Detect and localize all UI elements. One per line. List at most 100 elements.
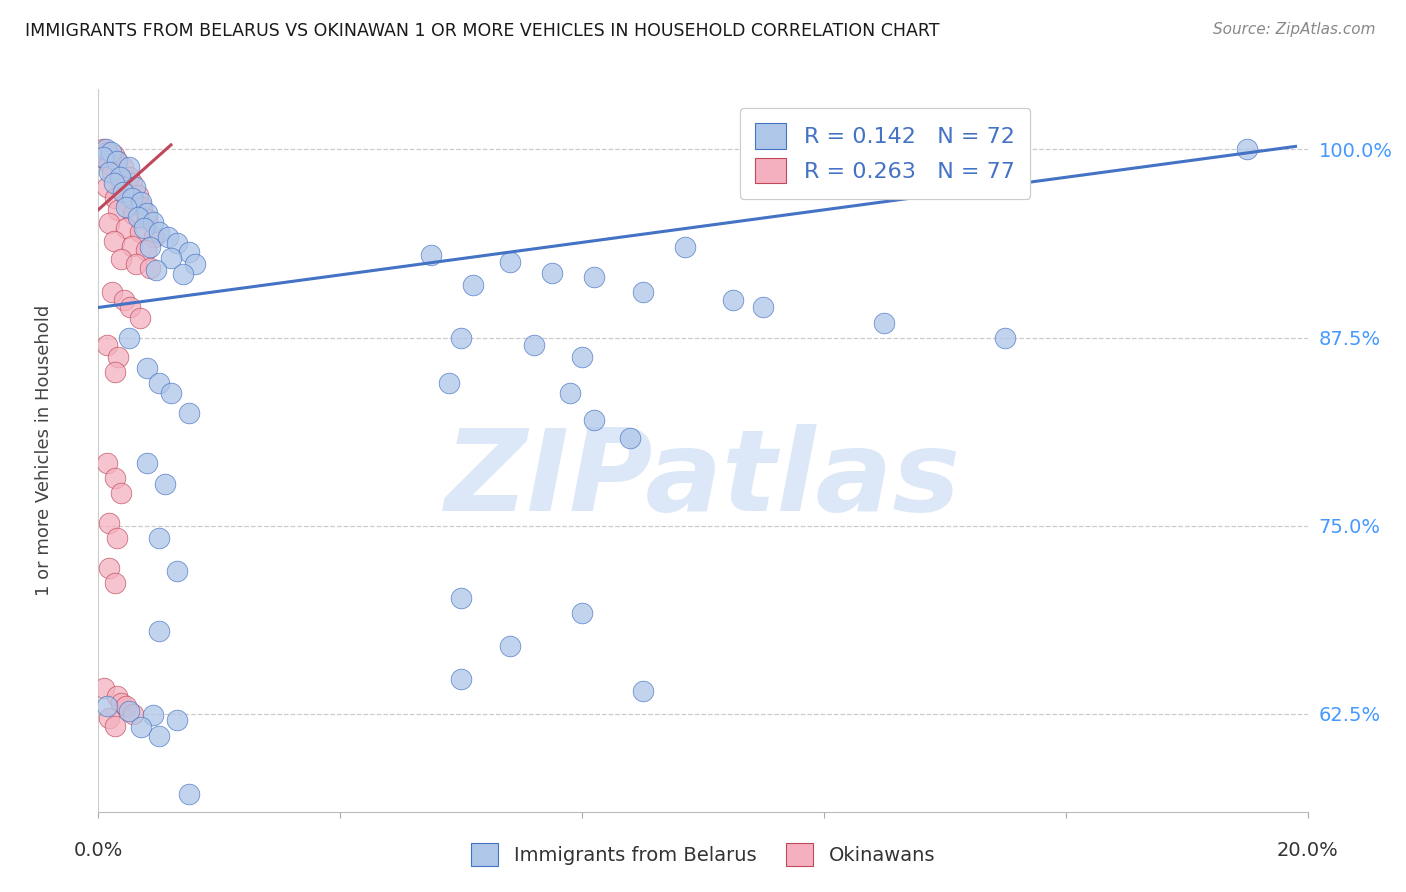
- Point: [723, 293, 745, 307]
- Point: [104, 470, 127, 484]
- Point: [148, 531, 170, 545]
- Text: IMMIGRANTS FROM BELARUS VS OKINAWAN 1 OR MORE VEHICLES IN HOUSEHOLD CORRELATION : IMMIGRANTS FROM BELARUS VS OKINAWAN 1 OR…: [25, 22, 939, 40]
- Point: [100, 165, 122, 179]
- Point: [105, 531, 128, 545]
- Point: [112, 185, 135, 199]
- Point: [135, 211, 157, 226]
- Point: [110, 697, 132, 711]
- Point: [125, 257, 148, 271]
- Point: [450, 591, 472, 605]
- Point: [135, 244, 157, 258]
- Point: [103, 234, 125, 248]
- Point: [91, 150, 114, 164]
- Point: [114, 200, 136, 214]
- Point: [148, 376, 170, 390]
- Point: [131, 200, 153, 214]
- Point: [160, 386, 183, 401]
- Point: [118, 704, 141, 718]
- Point: [135, 360, 157, 375]
- Point: [111, 161, 134, 175]
- Point: [112, 293, 135, 307]
- Point: [105, 689, 128, 703]
- Point: [179, 406, 201, 420]
- Point: [111, 185, 134, 199]
- Point: [619, 432, 641, 446]
- Point: [142, 708, 165, 723]
- Point: [153, 476, 176, 491]
- Point: [127, 210, 149, 224]
- Point: [94, 143, 117, 157]
- Point: [121, 191, 143, 205]
- Point: [104, 719, 127, 733]
- Point: [139, 240, 162, 254]
- Text: ZIPatlas: ZIPatlas: [444, 424, 962, 535]
- Point: [114, 699, 136, 714]
- Point: [96, 180, 118, 194]
- Point: [98, 165, 121, 179]
- Point: [498, 255, 520, 269]
- Point: [437, 376, 460, 390]
- Point: [631, 285, 654, 300]
- Point: [139, 261, 162, 276]
- Point: [583, 270, 606, 285]
- Point: [583, 413, 606, 427]
- Point: [179, 787, 201, 801]
- Point: [104, 191, 127, 205]
- Point: [148, 730, 170, 744]
- Point: [172, 268, 194, 282]
- Point: [93, 681, 115, 696]
- Point: [571, 606, 593, 620]
- Point: [122, 706, 145, 721]
- Point: [91, 143, 114, 157]
- Point: [114, 220, 136, 235]
- Text: 0.0%: 0.0%: [73, 840, 124, 860]
- Point: [179, 244, 201, 259]
- Point: [148, 624, 170, 639]
- Point: [142, 215, 165, 229]
- Point: [156, 229, 179, 244]
- Legend: R = 0.142   N = 72, R = 0.263   N = 77: R = 0.142 N = 72, R = 0.263 N = 77: [740, 108, 1031, 199]
- Point: [873, 316, 896, 330]
- Point: [1236, 143, 1258, 157]
- Point: [107, 350, 129, 364]
- Point: [166, 713, 188, 727]
- Point: [98, 216, 121, 230]
- Text: 20.0%: 20.0%: [1277, 840, 1339, 860]
- Point: [166, 564, 188, 578]
- Text: 1 or more Vehicles in Household: 1 or more Vehicles in Household: [35, 305, 53, 596]
- Point: [121, 176, 143, 190]
- Point: [100, 285, 122, 300]
- Point: [128, 311, 150, 326]
- Point: [118, 169, 141, 184]
- Point: [540, 266, 562, 280]
- Point: [118, 330, 141, 344]
- Point: [631, 684, 654, 698]
- Point: [104, 365, 127, 379]
- Point: [118, 161, 141, 175]
- Point: [96, 338, 118, 352]
- Legend: Immigrants from Belarus, Okinawans: Immigrants from Belarus, Okinawans: [464, 835, 942, 873]
- Point: [96, 145, 118, 160]
- Point: [118, 301, 141, 315]
- Point: [143, 229, 166, 244]
- Point: [420, 248, 443, 262]
- Point: [127, 187, 149, 202]
- Point: [673, 240, 696, 254]
- Point: [166, 235, 188, 250]
- Point: [558, 386, 581, 401]
- Point: [103, 176, 125, 190]
- Point: [96, 699, 118, 714]
- Point: [98, 516, 121, 530]
- Point: [450, 673, 472, 687]
- Point: [110, 252, 132, 267]
- Point: [124, 180, 146, 194]
- Point: [103, 148, 125, 162]
- Point: [108, 172, 131, 186]
- Point: [98, 711, 121, 725]
- Point: [96, 456, 118, 470]
- Point: [110, 485, 132, 500]
- Point: [135, 205, 157, 219]
- Point: [450, 330, 472, 344]
- Point: [148, 225, 170, 239]
- Point: [104, 576, 127, 591]
